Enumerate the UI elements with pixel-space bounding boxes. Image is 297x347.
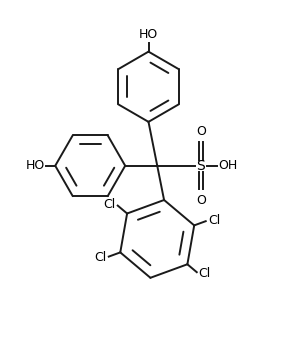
Text: O: O [196, 194, 206, 206]
Text: S: S [197, 159, 205, 173]
Text: Cl: Cl [199, 267, 211, 280]
Text: HO: HO [26, 159, 45, 172]
Text: HO: HO [139, 27, 158, 41]
Text: Cl: Cl [208, 214, 220, 227]
Text: O: O [196, 125, 206, 138]
Text: Cl: Cl [104, 197, 116, 211]
Text: Cl: Cl [94, 251, 107, 264]
Text: OH: OH [219, 159, 238, 172]
